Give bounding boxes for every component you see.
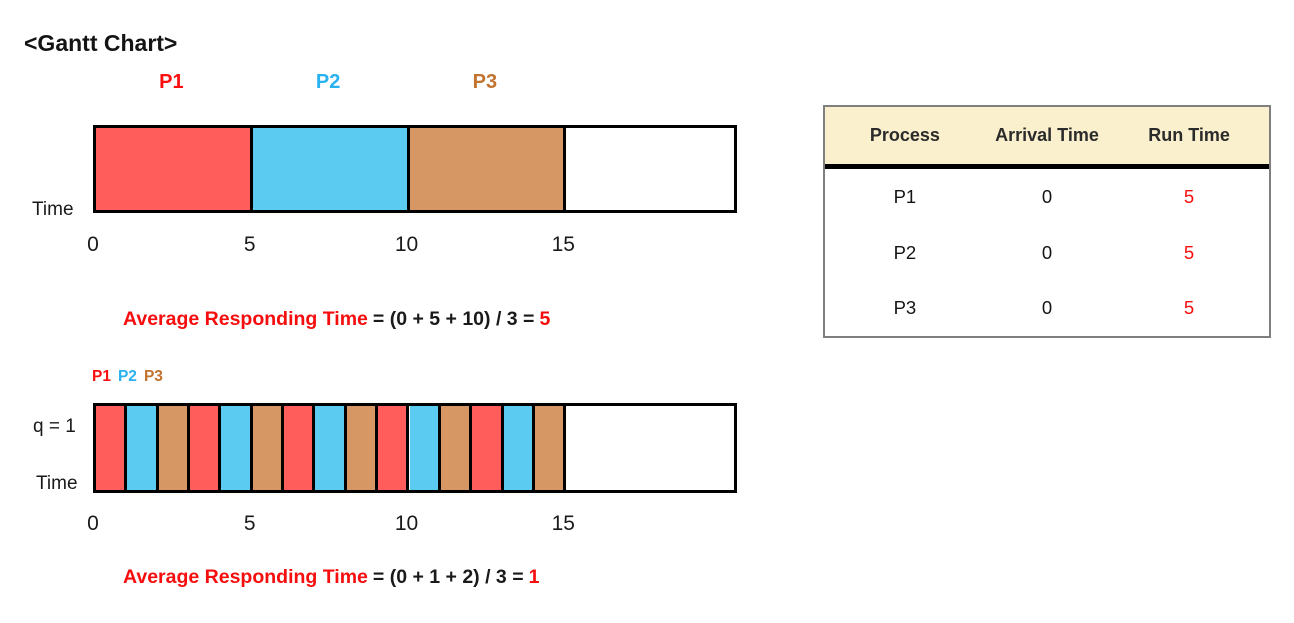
axis-tick-label: 5 [243, 233, 256, 256]
gantt-segment-p1 [284, 406, 316, 490]
axis-tick-label: 10 [394, 233, 419, 256]
process-label-p1: P1 [159, 71, 184, 93]
gantt-segment-p3 [409, 128, 567, 210]
axis-tick-label: 15 [551, 233, 575, 256]
gantt-segment-p1 [472, 406, 504, 490]
gantt-segment-p2 [503, 406, 535, 490]
column-header-run-time: Run Time [1148, 125, 1230, 145]
gantt-segment-p1 [190, 406, 222, 490]
table-row: P1 0 5 [825, 169, 1269, 225]
gantt-segment-p3 [158, 406, 191, 490]
formula-equation: = (0 + 1 + 2) / 3 = [372, 566, 524, 588]
legend-item-p3: P3 [143, 368, 163, 385]
axis-tick-label: 0 [87, 512, 99, 535]
cell-process: P1 [893, 185, 917, 207]
legend-item-p2: P2 [117, 368, 137, 385]
page-title: <Gantt Chart> [24, 30, 178, 56]
axis-tick-label: 0 [87, 233, 99, 256]
fcfs-gantt-bar [93, 125, 737, 213]
cell-run-time: 5 [1183, 185, 1195, 207]
gantt-segment-p2 [221, 406, 253, 490]
gantt-segment-p1 [96, 406, 128, 490]
table-row: P2 0 5 [825, 225, 1269, 281]
legend-item-p1: P1 [92, 368, 111, 385]
cell-process: P2 [893, 241, 917, 263]
gantt-segment-p3 [346, 406, 379, 490]
cell-run-time: 5 [1183, 297, 1195, 319]
column-header-arrival-time: Arrival Time [995, 125, 1099, 145]
process-label-p3: P3 [472, 71, 498, 93]
formula-result: 1 [528, 566, 540, 588]
gantt-segment-p3 [534, 406, 567, 490]
process-table-body: P1 0 5 P2 0 5 P3 0 5 [825, 169, 1269, 336]
cell-arrival-time: 0 [1041, 185, 1053, 207]
axis-tick-label: 5 [243, 512, 256, 535]
formula-label: Average Responding Time [123, 566, 368, 588]
gantt-segment-p2 [409, 406, 441, 490]
quantum-label: q = 1 [33, 416, 76, 437]
axis-tick-label: 10 [394, 512, 419, 535]
gantt-segment-p2 [252, 128, 410, 210]
gantt-segment-p2 [315, 406, 347, 490]
round-robin-avg-responding-time: Average Responding Time = (0 + 1 + 2) / 3… [123, 566, 539, 589]
formula-label: Average Responding Time [123, 308, 368, 330]
gantt-segment-p1 [96, 128, 253, 210]
fcfs-avg-responding-time: Average Responding Time = (0 + 5 + 10) / … [123, 308, 550, 331]
time-axis-label: Time [36, 473, 78, 494]
gantt-segment-p3 [440, 406, 473, 490]
process-table-header: Process Arrival Time Run Time [825, 107, 1269, 169]
gantt-segment-p2 [127, 406, 159, 490]
gantt-segment-p1 [378, 406, 410, 490]
cell-arrival-time: 0 [1041, 241, 1053, 263]
cell-run-time: 5 [1183, 241, 1195, 263]
cell-process: P3 [893, 297, 917, 319]
round-robin-legend: P1 P2 P3 [92, 368, 163, 386]
time-axis-label: Time [32, 199, 74, 220]
formula-result: 5 [539, 308, 551, 330]
table-row: P3 0 5 [825, 280, 1269, 336]
process-label-p2: P2 [315, 71, 341, 93]
axis-tick-label: 15 [551, 512, 575, 535]
round-robin-gantt-bar [93, 403, 737, 493]
gantt-segment-p3 [252, 406, 285, 490]
cell-arrival-time: 0 [1041, 297, 1053, 319]
column-header-process: Process [869, 125, 940, 145]
process-table: Process Arrival Time Run Time P1 0 5 P2 0 5 P3… [823, 105, 1271, 338]
formula-equation: = (0 + 5 + 10) / 3 = [372, 308, 535, 330]
